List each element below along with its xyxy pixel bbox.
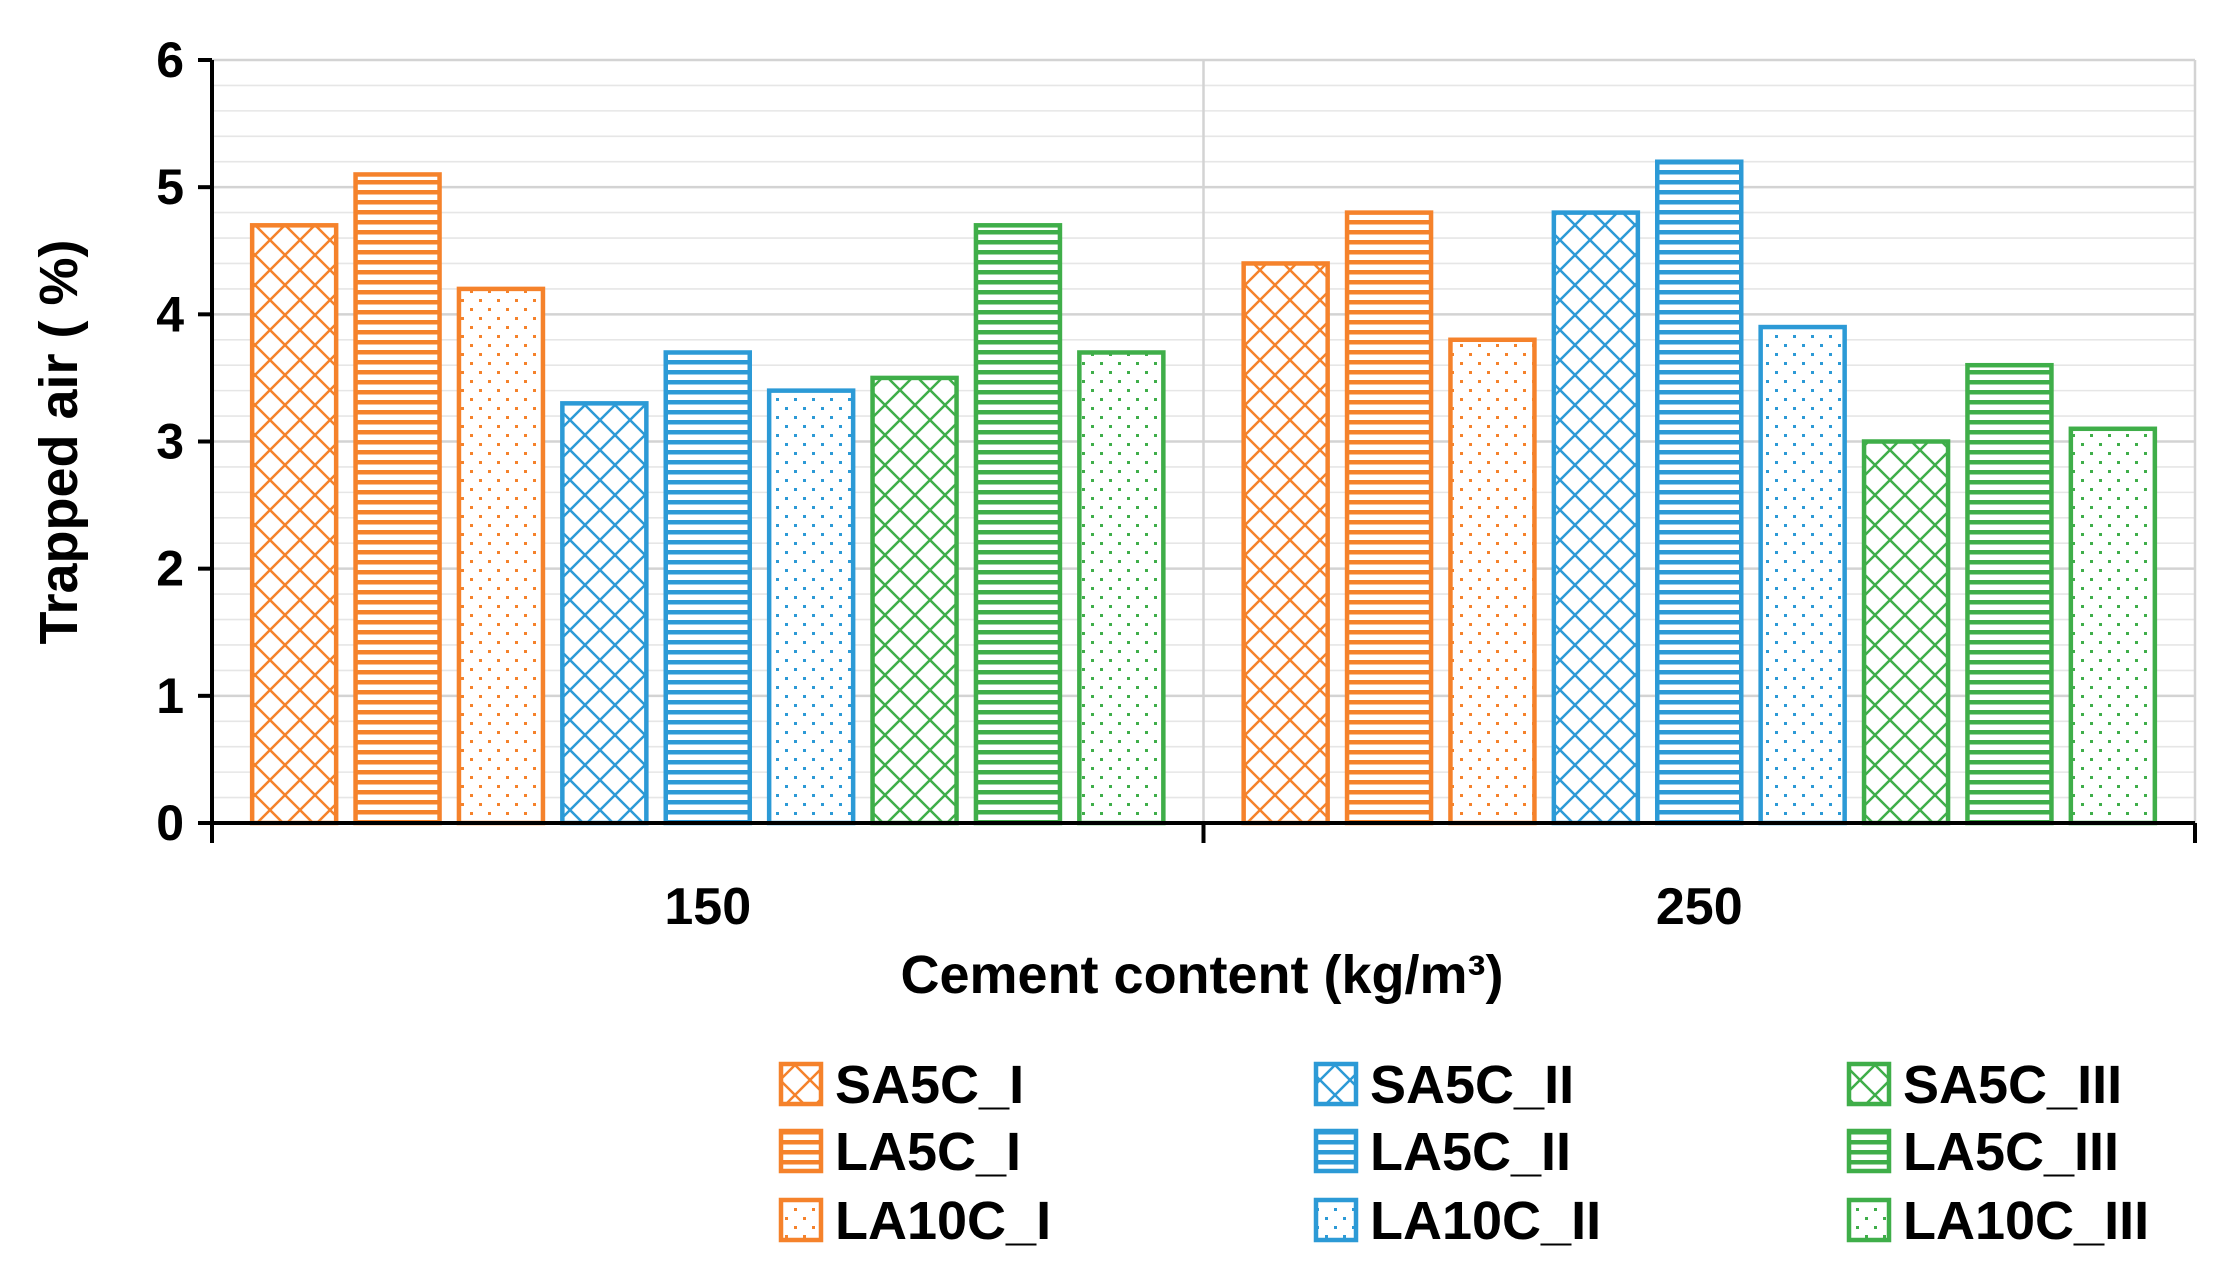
y-tick-label: 6 xyxy=(156,32,184,88)
axes: 0 1 2 3 4 5 6 150 250 xyxy=(156,32,2197,936)
bar-LA10C_III-250 xyxy=(2068,426,2158,826)
bar-LA10C_II-250 xyxy=(1758,324,1847,826)
legend-label: SA5C_II xyxy=(1370,1055,1574,1115)
y-tick-label: 5 xyxy=(156,159,184,215)
legend: SA5C_I LA5C_I LA10C_I SA5C_II LA5C_II LA10C_I… xyxy=(778,1055,2149,1251)
legend-swatch xyxy=(1846,1128,1892,1174)
bar-SA5C_II-150 xyxy=(560,401,649,826)
legend-label: SA5C_I xyxy=(835,1055,1024,1115)
x-tick-label: 250 xyxy=(1656,878,1743,936)
legend-label: LA5C_III xyxy=(1903,1122,2119,1182)
x-tick-label: 150 xyxy=(664,878,751,936)
bar-SA5C_I-250 xyxy=(1241,261,1330,826)
bar-LA5C_III-150 xyxy=(973,223,1063,826)
x-axis-title: Cement content (kg/m³) xyxy=(900,945,1503,1005)
bar-LA10C_II-150 xyxy=(766,388,856,826)
y-tick-label: 1 xyxy=(156,668,184,724)
legend-label: LA10C_II xyxy=(1370,1191,1601,1251)
bar-LA10C_I-250 xyxy=(1448,337,1537,826)
legend-swatch xyxy=(778,1061,824,1107)
bar-SA5C_III-150 xyxy=(870,375,959,826)
legend-swatch xyxy=(1846,1197,1892,1243)
y-tick-label: 4 xyxy=(156,286,184,342)
bar-SA5C_I-150 xyxy=(249,223,339,826)
legend-label: LA10C_III xyxy=(1903,1191,2149,1251)
y-tick-label: 3 xyxy=(156,414,184,470)
bars xyxy=(249,159,2158,826)
bar-LA10C_III-150 xyxy=(1077,350,1166,826)
legend-swatch xyxy=(778,1197,824,1243)
legend-label: SA5C_III xyxy=(1903,1055,2122,1115)
legend-swatch xyxy=(778,1128,824,1174)
bar-SA5C_III-250 xyxy=(1861,439,1951,826)
bar-LA5C_I-250 xyxy=(1344,210,1434,826)
legend-swatch xyxy=(1846,1061,1892,1107)
y-axis-title: Trapped air ( %) xyxy=(29,239,89,644)
legend-swatch xyxy=(1313,1061,1359,1107)
bar-LA5C_II-150 xyxy=(663,350,752,826)
legend-swatch xyxy=(1313,1128,1359,1174)
legend-label: LA5C_I xyxy=(835,1122,1021,1182)
bar-SA5C_II-250 xyxy=(1551,210,1641,826)
bar-LA5C_II-250 xyxy=(1655,159,1744,826)
bar-LA10C_I-150 xyxy=(456,286,546,826)
legend-label: LA10C_I xyxy=(835,1191,1051,1251)
bar-LA5C_III-250 xyxy=(1965,362,2054,826)
y-tick-label: 0 xyxy=(156,795,184,851)
legend-swatch xyxy=(1313,1197,1359,1243)
y-tick-label: 2 xyxy=(156,541,184,597)
legend-label: LA5C_II xyxy=(1370,1122,1571,1182)
bar-LA5C_I-150 xyxy=(353,172,442,826)
